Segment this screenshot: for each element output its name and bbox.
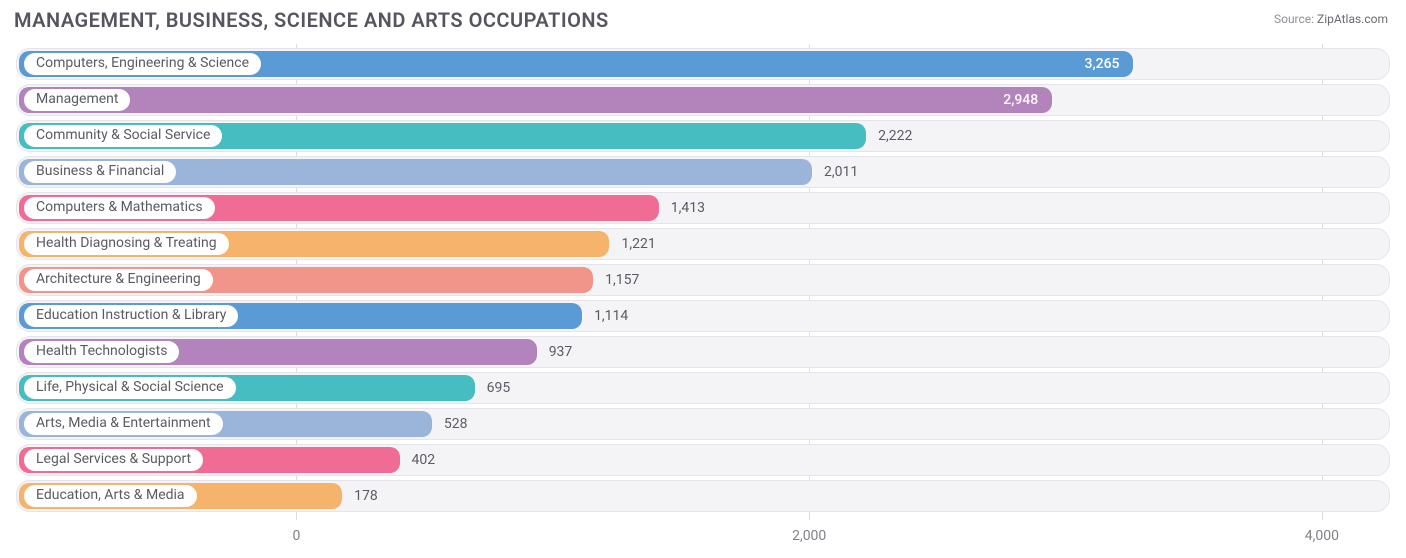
bar-row: Arts, Media & Entertainment 528 — [14, 406, 1392, 442]
bar-row: Management 2,948 — [14, 82, 1392, 118]
value-label: 3,265 — [1085, 56, 1120, 72]
category-label: Management — [24, 89, 130, 111]
value-label: 2,011 — [824, 164, 858, 180]
chart-area: Computers, Engineering & Science 3,265 Man… — [14, 44, 1392, 548]
category-label: Computers, Engineering & Science — [24, 53, 261, 75]
category-label: Arts, Media & Entertainment — [24, 413, 223, 435]
category-label: Business & Financial — [24, 161, 176, 183]
chart-title: MANAGEMENT, BUSINESS, SCIENCE AND ARTS O… — [14, 8, 609, 32]
bar-row: Health Technologists 937 — [14, 334, 1392, 370]
bar — [19, 87, 1052, 113]
category-label: Computers & Mathematics — [24, 197, 215, 219]
source-attribution: Source: ZipAtlas.com — [1274, 12, 1388, 26]
bar-row: Computers, Engineering & Science 3,265 — [14, 46, 1392, 82]
bar-row: Education Instruction & Library 1,114 — [14, 298, 1392, 334]
category-label: Community & Social Service — [24, 125, 222, 147]
value-label: 2,222 — [878, 128, 912, 144]
x-axis-tick-label: 2,000 — [792, 528, 826, 544]
category-label: Architecture & Engineering — [24, 269, 213, 291]
category-label: Health Diagnosing & Treating — [24, 233, 229, 255]
value-label: 695 — [487, 380, 511, 396]
x-axis-tick-label: 0 — [293, 528, 301, 544]
bar-row: Education, Arts & Media 178 — [14, 478, 1392, 514]
category-label: Health Technologists — [24, 341, 179, 363]
value-label: 178 — [354, 488, 378, 504]
bar-row: Computers & Mathematics 1,413 — [14, 190, 1392, 226]
category-label: Education, Arts & Media — [24, 485, 197, 507]
value-label: 1,413 — [671, 200, 705, 216]
value-label: 1,114 — [594, 308, 628, 324]
source-name: ZipAtlas.com — [1317, 12, 1388, 26]
bar-row: Business & Financial 2,011 — [14, 154, 1392, 190]
value-label: 2,948 — [1003, 92, 1038, 108]
category-label: Legal Services & Support — [24, 449, 203, 471]
category-label: Life, Physical & Social Science — [24, 377, 236, 399]
value-label: 528 — [444, 416, 468, 432]
bar-row: Life, Physical & Social Science 695 — [14, 370, 1392, 406]
chart-plot: Computers, Engineering & Science 3,265 Man… — [14, 44, 1392, 520]
bar-row: Legal Services & Support 402 — [14, 442, 1392, 478]
category-label: Education Instruction & Library — [24, 305, 238, 327]
bar-row: Health Diagnosing & Treating 1,221 — [14, 226, 1392, 262]
value-label: 1,157 — [605, 272, 639, 288]
value-label: 402 — [412, 452, 436, 468]
value-label: 1,221 — [621, 236, 655, 252]
value-label: 937 — [549, 344, 573, 360]
x-axis-tick-label: 4,000 — [1305, 528, 1339, 544]
source-label: Source: — [1274, 12, 1314, 26]
bar-row: Architecture & Engineering 1,157 — [14, 262, 1392, 298]
bar-row: Community & Social Service 2,222 — [14, 118, 1392, 154]
